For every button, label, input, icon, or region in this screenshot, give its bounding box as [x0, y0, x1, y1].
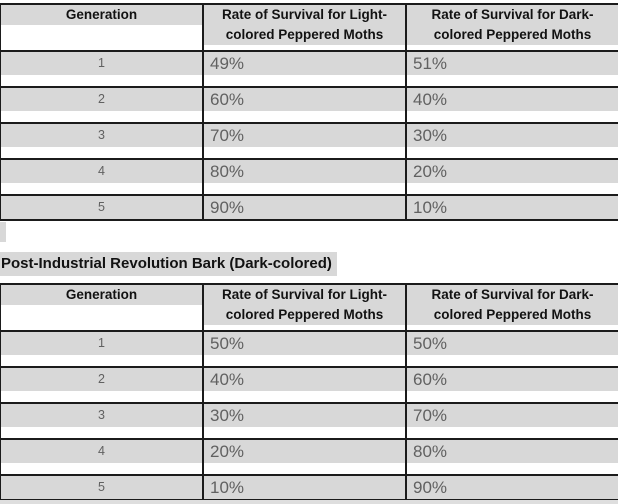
generation-value: 2 [1, 368, 202, 391]
generation-value: 5 [1, 476, 202, 499]
dark-rate-cell: 60% [407, 368, 618, 402]
light-rate-value: 80% [204, 160, 405, 183]
section-label: Post-Industrial Revolution Bark (Dark-co… [0, 252, 337, 276]
light-rate-value: 70% [204, 124, 405, 147]
dark-rate-value: 40% [407, 88, 618, 111]
generation-cell: 1 [1, 52, 204, 86]
dark-rate-value: 60% [407, 368, 618, 391]
generation-cell: 2 [1, 368, 204, 402]
generation-cell: 2 [1, 88, 204, 122]
generation-value: 4 [1, 440, 202, 463]
dark-rate-cell: 50% [407, 332, 618, 366]
light-rate-cell: 40% [204, 368, 407, 402]
light-rate-cell: 20% [204, 440, 407, 474]
header-line: colored Peppered Moths [204, 25, 405, 45]
cutoff-highlight-strip [0, 500, 618, 504]
generation-value: 3 [1, 124, 202, 147]
table-row: 2 60% 40% [1, 88, 618, 124]
dark-rate-value: 70% [407, 404, 618, 427]
header-line: Rate of Survival for Dark- [407, 5, 618, 25]
post-industrial-table: Generation Rate of Survival for Light- c… [0, 283, 618, 501]
light-rate-value: 49% [204, 52, 405, 75]
dark-rate-cell: 90% [407, 476, 618, 499]
generation-value: 2 [1, 88, 202, 111]
generation-cell: 1 [1, 332, 204, 366]
dark-rate-value: 80% [407, 440, 618, 463]
dark-rate-header-cell: Rate of Survival for Dark- colored Peppe… [407, 285, 618, 330]
generation-cell: 5 [1, 196, 204, 219]
light-rate-header-cell: Rate of Survival for Light- colored Pepp… [204, 5, 407, 50]
table-row: 5 90% 10% [1, 196, 618, 221]
header-line: Generation [1, 5, 202, 25]
light-rate-value: 10% [204, 476, 405, 499]
generation-cell: 4 [1, 440, 204, 474]
dark-rate-cell: 80% [407, 440, 618, 474]
light-rate-cell: 50% [204, 332, 407, 366]
light-rate-value: 90% [204, 196, 405, 219]
light-rate-cell: 49% [204, 52, 407, 86]
header-line: Generation [1, 285, 202, 305]
light-rate-header-cell: Rate of Survival for Light- colored Pepp… [204, 285, 407, 330]
table-header-row: Generation Rate of Survival for Light- c… [1, 285, 618, 332]
header-line: colored Peppered Moths [204, 305, 405, 325]
dark-rate-value: 51% [407, 52, 618, 75]
table-header-row: Generation Rate of Survival for Light- c… [1, 5, 618, 52]
table-row: 3 30% 70% [1, 404, 618, 440]
dark-rate-value: 50% [407, 332, 618, 355]
light-rate-cell: 70% [204, 124, 407, 158]
light-rate-cell: 80% [204, 160, 407, 194]
light-rate-cell: 30% [204, 404, 407, 438]
dark-rate-value: 30% [407, 124, 618, 147]
light-rate-value: 50% [204, 332, 405, 355]
dark-rate-cell: 70% [407, 404, 618, 438]
light-rate-value: 30% [204, 404, 405, 427]
dark-rate-cell: 40% [407, 88, 618, 122]
dark-rate-cell: 10% [407, 196, 618, 219]
table-row: 5 10% 90% [1, 476, 618, 501]
table-row: 4 80% 20% [1, 160, 618, 196]
header-line: colored Peppered Moths [407, 305, 618, 325]
light-rate-cell: 60% [204, 88, 407, 122]
dark-rate-value: 90% [407, 476, 618, 499]
generation-value: 3 [1, 404, 202, 427]
light-rate-value: 60% [204, 88, 405, 111]
light-rate-cell: 90% [204, 196, 407, 219]
generation-cell: 3 [1, 404, 204, 438]
generation-cell: 4 [1, 160, 204, 194]
generation-header-cell: Generation [1, 285, 204, 330]
dark-rate-header-cell: Rate of Survival for Dark- colored Peppe… [407, 5, 618, 50]
table-row: 1 50% 50% [1, 332, 618, 368]
light-rate-value: 20% [204, 440, 405, 463]
generation-value: 5 [1, 196, 202, 219]
table-row: 1 49% 51% [1, 52, 618, 88]
generation-value: 1 [1, 52, 202, 75]
dark-rate-value: 10% [407, 196, 618, 219]
header-line: Rate of Survival for Dark- [407, 285, 618, 305]
generation-cell: 5 [1, 476, 204, 499]
dark-rate-value: 20% [407, 160, 618, 183]
header-line: Rate of Survival for Light- [204, 5, 405, 25]
pre-industrial-table: Generation Rate of Survival for Light- c… [0, 3, 618, 221]
light-rate-value: 40% [204, 368, 405, 391]
table-row: 4 20% 80% [1, 440, 618, 476]
empty-highlight-paragraph [0, 222, 6, 242]
light-rate-cell: 10% [204, 476, 407, 499]
header-line: Rate of Survival for Light- [204, 285, 405, 305]
dark-rate-cell: 51% [407, 52, 618, 86]
generation-cell: 3 [1, 124, 204, 158]
dark-rate-cell: 30% [407, 124, 618, 158]
dark-rate-cell: 20% [407, 160, 618, 194]
generation-value: 1 [1, 332, 202, 355]
table-row: 2 40% 60% [1, 368, 618, 404]
generation-value: 4 [1, 160, 202, 183]
header-line: colored Peppered Moths [407, 25, 618, 45]
table-row: 3 70% 30% [1, 124, 618, 160]
generation-header-cell: Generation [1, 5, 204, 50]
